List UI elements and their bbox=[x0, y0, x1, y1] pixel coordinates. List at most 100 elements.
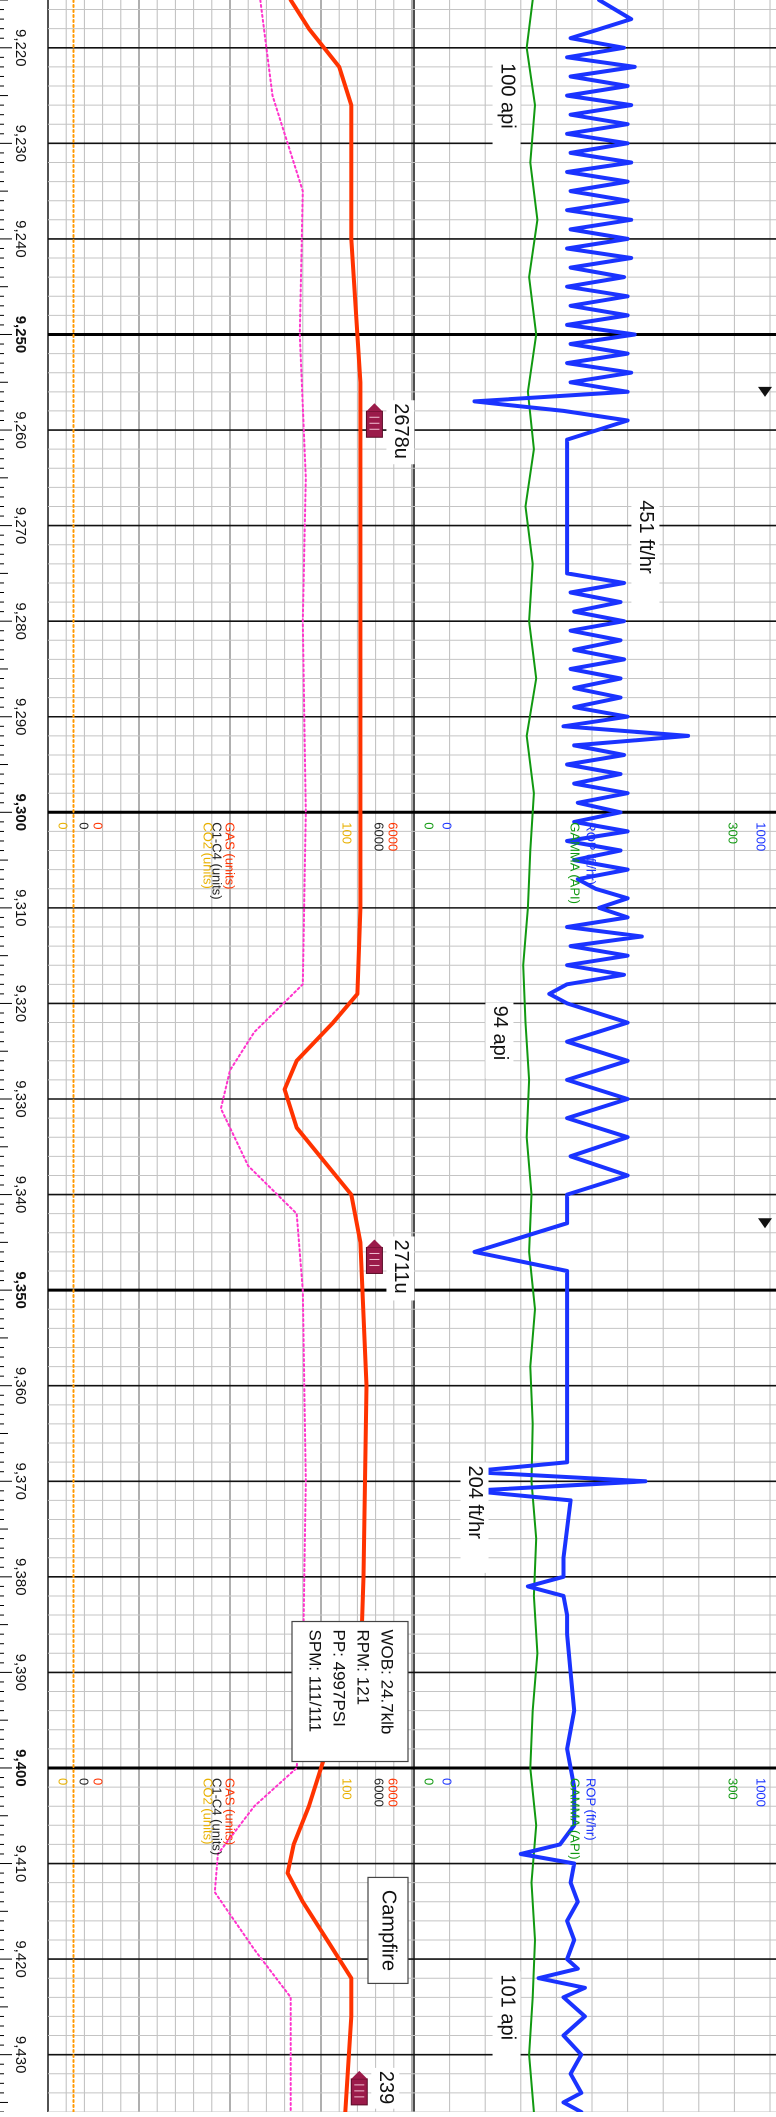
gas-peak-marker bbox=[365, 1239, 383, 1274]
rop-scale-max: 300 bbox=[726, 1778, 741, 1800]
gas-peak-marker-tip bbox=[366, 403, 383, 412]
curve-annotation-bg bbox=[492, 60, 521, 148]
rop-scale-min: 0 bbox=[440, 822, 455, 829]
rop-scale-max: 1000 bbox=[754, 1778, 769, 1807]
depth-tick-label: 9,220 bbox=[12, 29, 29, 67]
depth-tick-label: 9,270 bbox=[12, 507, 29, 545]
rop-scale-max: 1000 bbox=[754, 822, 769, 851]
depth-tick-label: 9,290 bbox=[12, 698, 29, 736]
depth-tick-label: 9,240 bbox=[12, 220, 29, 258]
depth-tick-label: 9,390 bbox=[12, 1654, 29, 1692]
curve-annotation: 94 api bbox=[489, 1006, 511, 1061]
gas-scale-min: 0 bbox=[91, 1778, 106, 1785]
gas-peak-marker bbox=[365, 403, 383, 438]
gas-peak-label: 2678u bbox=[390, 403, 412, 459]
curve-annotation-bg bbox=[492, 1971, 521, 2059]
tops-marker-icon bbox=[758, 1218, 772, 1229]
depth-tick-label: 9,330 bbox=[12, 1080, 29, 1118]
depth-axis: 9,220 9,230 9,240 9,250 9,260 9,270 9,280 9,290… bbox=[0, 0, 29, 2113]
gas-peak-marker-body bbox=[365, 1246, 383, 1274]
gas-scale-max: 6000 bbox=[386, 822, 401, 851]
gas-scale-max: 100 bbox=[340, 1778, 355, 1800]
rop-scale-min: 0 bbox=[422, 1778, 437, 1785]
rop-scale-min: 0 bbox=[440, 1778, 455, 1785]
drilling-param-line: SPM: 111/111 bbox=[306, 1630, 325, 1733]
curve-layer bbox=[72, 0, 691, 2114]
curve-annotation-bg bbox=[485, 1002, 514, 1079]
gas-peak-marker-body bbox=[350, 2078, 368, 2106]
depth-tick-label: 9,420 bbox=[12, 1940, 29, 1978]
depth-tick-label: 9,370 bbox=[12, 1462, 29, 1500]
formation-top-frame bbox=[367, 1876, 409, 1985]
gas-peak-label-group: 239 bbox=[371, 2067, 400, 2109]
gas-scale-max: 6000 bbox=[372, 822, 387, 851]
drilling-params-frame bbox=[291, 1620, 409, 1763]
gas-peak-label: 2711u bbox=[390, 1239, 412, 1293]
rop-scale-max: 300 bbox=[726, 822, 741, 844]
gas-scale-max: 6000 bbox=[372, 1778, 387, 1807]
gas-peak-label-group: 2711u bbox=[386, 1236, 415, 1301]
depth-tick-label: 9,400 bbox=[12, 1749, 29, 1787]
grid-layer bbox=[47, 0, 776, 2113]
gas-peak-marker bbox=[350, 2070, 368, 2106]
depth-tick-label: 9,300 bbox=[12, 794, 29, 832]
gas-scale-max: 100 bbox=[340, 822, 355, 844]
gas-curve bbox=[282, 0, 369, 2114]
formation-top-box: Campfire bbox=[367, 1876, 409, 1985]
depth-tick-label: 9,410 bbox=[12, 1845, 29, 1883]
depth-tick-label: 9,320 bbox=[12, 985, 29, 1023]
depth-tick-label: 9,360 bbox=[12, 1367, 29, 1405]
gas-scale-min: 0 bbox=[56, 822, 71, 829]
rop-scale-name: ROP (ft/hr) bbox=[584, 822, 599, 885]
gas-peak-label: 239 bbox=[375, 2071, 397, 2104]
gas-scale-min: 0 bbox=[77, 822, 92, 829]
gas-scale-name: GAS (units) bbox=[223, 822, 238, 889]
drilling-param-line: PP: 4997PSI bbox=[330, 1630, 349, 1727]
depth-tick-label: 9,430 bbox=[12, 2036, 29, 2074]
gas-scale-min: 0 bbox=[91, 822, 106, 829]
curve-annotation: 204 ft/hr bbox=[464, 1465, 486, 1539]
scale-labels-layer: 0 6000 GAS (units) 0 6000 C1-C4 (units) 0 100 CO… bbox=[56, 822, 769, 1859]
gas-peak-marker-body bbox=[365, 410, 383, 438]
curve-annotation-bg bbox=[460, 1462, 489, 1573]
gamma-curve bbox=[522, 0, 539, 2113]
curve-annotation-group: 94 api bbox=[485, 1002, 514, 1079]
gas-scale-name: C1-C4 (units) bbox=[210, 822, 225, 899]
curve-annotation-group: 101 api bbox=[492, 1971, 521, 2059]
gas-scale-name: CO2 (units) bbox=[201, 1778, 216, 1844]
gas-peak-label-group: 2678u bbox=[386, 400, 415, 465]
gas-peak-marker-tip bbox=[351, 2070, 368, 2079]
formation-top-label: Campfire bbox=[378, 1890, 400, 1971]
gas-scale-name: GAS (units) bbox=[223, 1778, 238, 1845]
gas-peak-label-bg bbox=[386, 400, 415, 465]
rop-scale-name: GAMMA (API) bbox=[568, 1778, 583, 1860]
curve-annotation: 100 api bbox=[496, 63, 518, 129]
curve-annotation-group: 451 ft/hr bbox=[631, 497, 660, 608]
depth-tick-label: 9,350 bbox=[12, 1271, 29, 1309]
rop-curve bbox=[465, 0, 691, 2114]
depth-tick-label: 9,380 bbox=[12, 1558, 29, 1596]
curve-annotation: 101 api bbox=[496, 1974, 518, 2040]
depth-tick-label: 9,230 bbox=[12, 125, 29, 163]
rop-scale-min: 0 bbox=[422, 822, 437, 829]
gas-scale-name: C1-C4 (units) bbox=[210, 1778, 225, 1855]
drilling-param-line: WOB: 24.7klb bbox=[378, 1630, 397, 1735]
curve-annotation-bg bbox=[631, 497, 660, 608]
tops-marker-icon bbox=[758, 386, 772, 397]
depth-tick-label: 9,280 bbox=[12, 602, 29, 640]
rop-scale-name: ROP (ft/hr) bbox=[584, 1778, 599, 1841]
gas-scale-min: 0 bbox=[56, 1778, 71, 1785]
depth-tick-label: 9,260 bbox=[12, 411, 29, 449]
curve-annotation-group: 204 ft/hr bbox=[460, 1462, 489, 1573]
gas-peak-label-bg bbox=[371, 2067, 400, 2109]
gas-scale-name: CO2 (units) bbox=[201, 822, 216, 888]
drilling-params-box: WOB: 24.7klb RPM: 121 PP: 4997PSI SPM: 111/… bbox=[291, 1620, 409, 1763]
gas-peak-marker-tip bbox=[366, 1239, 383, 1248]
drilling-param-line: RPM: 121 bbox=[354, 1630, 373, 1706]
curve-annotation-group: 100 api bbox=[492, 60, 521, 148]
depth-tick-label: 9,310 bbox=[12, 889, 29, 927]
gas-scale-min: 0 bbox=[77, 1778, 92, 1785]
gas-scale-max: 6000 bbox=[386, 1778, 401, 1807]
